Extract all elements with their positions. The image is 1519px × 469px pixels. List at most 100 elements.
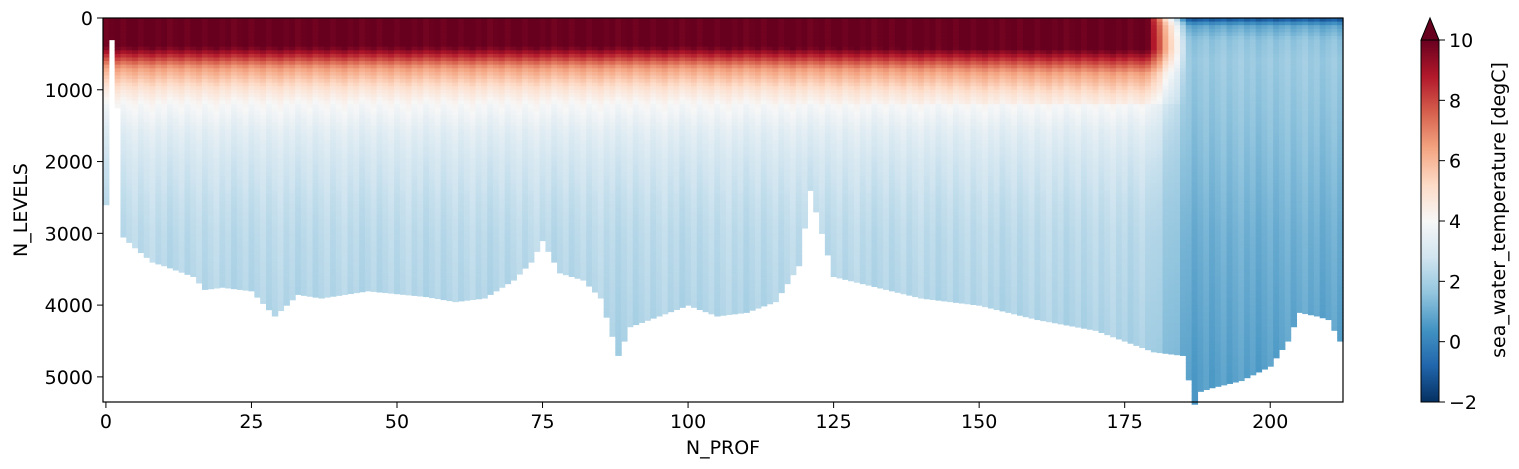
heatmap-cell [405,64,413,69]
heatmap-cell [143,71,151,77]
heatmap-cell [289,254,296,260]
heatmap-cell [167,122,174,127]
heatmap-cell [126,165,133,170]
heatmap-cell [347,28,354,33]
heatmap-cell [411,75,418,80]
heatmap-cell [242,129,250,134]
heatmap-cell [312,89,319,94]
heatmap-cell [283,172,290,177]
heatmap-cell [423,104,430,109]
heatmap-cell [330,136,337,141]
heatmap-cell [236,147,244,152]
heatmap-cell [295,262,302,267]
heatmap-cell [242,154,250,159]
heatmap-cell [155,132,162,138]
heatmap-cell [330,125,337,130]
heatmap-cell [178,107,186,112]
heatmap-cell [411,186,418,191]
heatmap-cell [469,111,477,116]
heatmap-cell [446,79,453,84]
heatmap-cell [260,211,267,216]
heatmap-cell [423,233,430,238]
heatmap-cell [481,129,488,134]
heatmap-cell [149,240,156,245]
heatmap-cell [481,118,488,123]
heatmap-cell [306,28,314,33]
heatmap-cell [137,118,145,123]
heatmap-cell [172,262,180,267]
heatmap-cell [493,218,500,224]
heatmap-cell [149,71,156,77]
heatmap-cell [248,114,255,120]
heatmap-cell [172,82,180,87]
heatmap-cell [172,147,180,152]
heatmap-cell [388,57,395,62]
heatmap-cell [399,186,407,191]
heatmap-cell [417,154,424,159]
heatmap-cell [452,172,459,177]
heatmap-cell [429,104,436,109]
heatmap-cell [434,236,442,242]
heatmap-cell [463,172,471,177]
heatmap-cell [306,107,314,112]
heatmap-cell [260,251,267,256]
heatmap-cell [353,71,360,77]
heatmap-cell [429,276,436,281]
heatmap-cell [353,75,360,80]
heatmap-cell [423,262,430,267]
heatmap-cell [475,154,482,159]
heatmap-cell [458,265,465,270]
heatmap-cell [312,118,319,123]
heatmap-cell [370,132,378,138]
heatmap-cell [487,39,494,44]
heatmap-cell [178,132,186,138]
heatmap-cell [446,125,453,130]
heatmap-cell [487,279,494,285]
heatmap-cell [481,61,488,66]
heatmap-cell [254,294,261,298]
heatmap-cell [137,201,145,206]
heatmap-cell [440,161,448,166]
heatmap-cell [207,186,215,191]
heatmap-cell [236,215,244,220]
heatmap-cell [493,136,500,141]
heatmap-cell [388,161,395,166]
heatmap-cell [137,179,145,184]
heatmap-cell [475,21,482,26]
heatmap-cell [481,201,488,206]
heatmap-cell [184,129,191,134]
heatmap-cell [242,193,250,199]
heatmap-cell [207,222,215,227]
heatmap-cell [394,197,401,202]
heatmap-cell [300,197,308,202]
heatmap-cell [137,222,145,227]
heatmap-cell [143,175,151,181]
heatmap-cell [254,122,261,127]
heatmap-cell [242,107,250,112]
heatmap-cell [475,118,482,123]
heatmap-cell [271,244,279,249]
heatmap-cell [417,93,424,98]
heatmap-cell [475,175,482,181]
heatmap-cell [347,18,354,23]
heatmap-cell [196,183,203,188]
heatmap-cell [242,18,250,23]
heatmap-cell [172,197,180,202]
heatmap-cell [376,107,384,112]
heatmap-cell [370,201,378,206]
heatmap-cell [475,240,482,245]
heatmap-cell [347,125,354,130]
heatmap-cell [207,104,215,109]
heatmap-cell [353,179,360,184]
heatmap-cell [143,68,151,73]
heatmap-cell [394,140,401,145]
heatmap-cell [132,100,139,105]
heatmap-cell [394,53,401,59]
heatmap-cell [289,107,296,112]
heatmap-cell [493,168,500,173]
heatmap-cell [236,132,244,138]
heatmap-cell [207,86,215,91]
heatmap-cell [143,64,151,69]
heatmap-cell [335,154,343,159]
heatmap-cell [347,75,354,80]
